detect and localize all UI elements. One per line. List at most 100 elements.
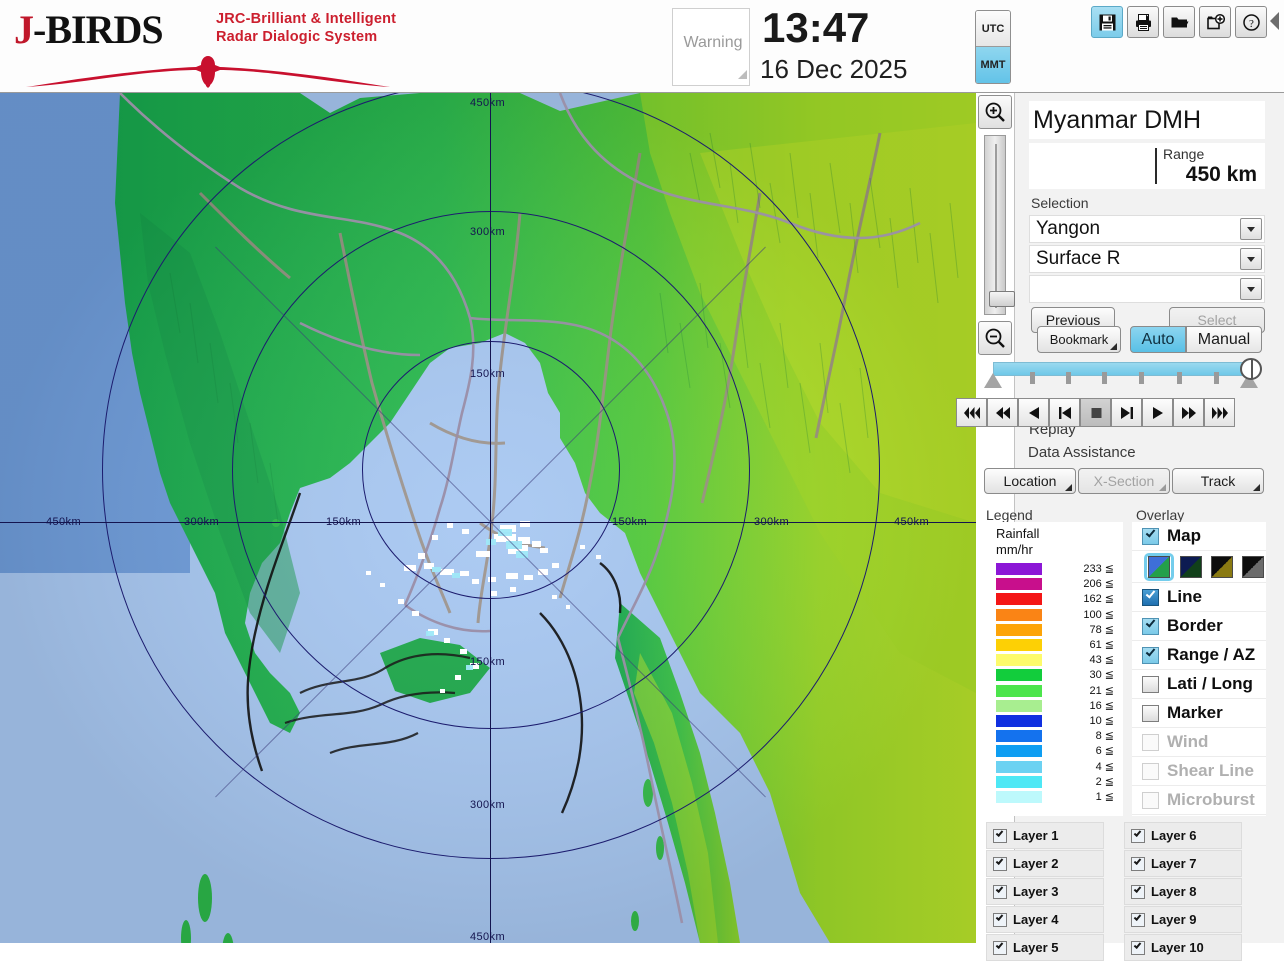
timezone-mmt-button[interactable]: MMT xyxy=(976,47,1010,83)
layer-item[interactable]: Layer 3 xyxy=(986,878,1104,905)
step-back-icon xyxy=(1058,406,1071,419)
warning-resize-corner-icon xyxy=(738,70,747,79)
layer-item[interactable]: Layer 9 xyxy=(1124,906,1242,933)
map-style-blue-green-swatch[interactable] xyxy=(1148,556,1170,578)
overlay-checkbox-range-az[interactable] xyxy=(1142,645,1159,664)
legend-value: 2 ≦ xyxy=(1095,775,1114,788)
layer-item[interactable]: Layer 7 xyxy=(1124,850,1242,877)
track-button[interactable]: Track xyxy=(1172,468,1264,494)
replay-manual-button[interactable]: Manual xyxy=(1186,326,1262,353)
overlay-item-line[interactable]: Line xyxy=(1132,583,1266,612)
layer-checkbox[interactable] xyxy=(993,856,1007,871)
bookmark-button-label: Bookmark xyxy=(1049,332,1109,347)
overlay-checkbox-microburst xyxy=(1142,791,1159,809)
layer-checkbox[interactable] xyxy=(1131,828,1145,843)
layer-label: Layer 5 xyxy=(1013,940,1059,955)
ring-label-top-450: 450km xyxy=(470,97,506,109)
print-button[interactable] xyxy=(1127,6,1159,38)
overlay-checkbox-map[interactable] xyxy=(1142,526,1159,545)
timezone-toggle-group[interactable]: UTC MMT xyxy=(975,10,1011,84)
overlay-checkbox-border[interactable] xyxy=(1142,616,1159,635)
replay-auto-button[interactable]: Auto xyxy=(1130,326,1186,353)
help-button[interactable]: ? xyxy=(1235,6,1267,38)
open-folder-icon xyxy=(1171,17,1188,27)
product-select[interactable]: Surface R xyxy=(1029,245,1265,273)
bookmark-button[interactable]: Bookmark xyxy=(1037,326,1121,353)
zoom-in-button[interactable] xyxy=(978,95,1012,129)
site-select[interactable]: Yangon xyxy=(1029,215,1265,243)
timeline-handle[interactable] xyxy=(1240,358,1262,380)
warning-button[interactable] xyxy=(672,8,750,86)
map-style-swatches[interactable] xyxy=(1132,551,1266,583)
map-zoom-control[interactable] xyxy=(978,95,1015,395)
range-ring-450km xyxy=(102,93,880,859)
layer-item[interactable]: Layer 6 xyxy=(1124,822,1242,849)
fast-forward-button[interactable] xyxy=(1173,398,1204,427)
stop-button[interactable] xyxy=(1080,398,1111,427)
legend-value: 43 ≦ xyxy=(1089,654,1114,667)
layer-checkbox[interactable] xyxy=(993,884,1007,899)
overlay-label: Lati / Long xyxy=(1167,674,1253,693)
save-button[interactable] xyxy=(1091,6,1123,38)
skip-end-button[interactable] xyxy=(1204,398,1235,427)
site-select-arrow-button[interactable] xyxy=(1240,218,1262,240)
ring-label-right-450: 450km xyxy=(894,516,930,528)
open-folder-button[interactable] xyxy=(1163,6,1195,38)
overlay-item-marker[interactable]: Marker xyxy=(1132,699,1266,728)
layer-checkbox[interactable] xyxy=(1131,912,1145,927)
layer-checkbox[interactable] xyxy=(993,912,1007,927)
ring-label-right-300: 300km xyxy=(754,516,790,528)
logo-wordmark: J-BIRDS xyxy=(14,6,164,53)
layer-checkbox[interactable] xyxy=(1131,884,1145,899)
step-forward-button[interactable] xyxy=(1111,398,1142,427)
overlay-item-wind: Wind xyxy=(1132,728,1266,757)
overlay-checkbox-marker[interactable] xyxy=(1142,704,1159,722)
add-image-button[interactable] xyxy=(1199,6,1231,38)
product-select-arrow-button[interactable] xyxy=(1240,248,1262,270)
panel-collapse-arrow-icon[interactable] xyxy=(1270,12,1279,30)
skip-start-button[interactable] xyxy=(956,398,987,427)
legend-color-swatch xyxy=(996,593,1042,606)
check-icon xyxy=(995,884,1004,893)
legend-title-line1: Rainfall xyxy=(996,526,1040,541)
extra-select-arrow-button[interactable] xyxy=(1240,278,1262,300)
radar-map[interactable]: 450km 300km 150km 150km 300km 450km 450k… xyxy=(0,93,976,943)
play-reverse-button[interactable] xyxy=(1018,398,1049,427)
layer-item[interactable]: Layer 10 xyxy=(1124,934,1242,961)
timezone-utc-button[interactable]: UTC xyxy=(976,11,1010,47)
map-style-navy-green-swatch[interactable] xyxy=(1180,556,1202,578)
overlay-item-map[interactable]: Map xyxy=(1132,522,1266,551)
overlay-label: Wind xyxy=(1167,732,1209,751)
layer-checkbox[interactable] xyxy=(993,828,1007,843)
overlay-item-lati-long[interactable]: Lati / Long xyxy=(1132,670,1266,699)
step-back-button[interactable] xyxy=(1049,398,1080,427)
ring-label-bottom-300: 300km xyxy=(470,799,506,811)
overlay-checkbox-line[interactable] xyxy=(1142,587,1159,606)
rewind-button[interactable] xyxy=(987,398,1018,427)
zoom-out-button[interactable] xyxy=(978,321,1012,355)
layer-item[interactable]: Layer 8 xyxy=(1124,878,1242,905)
logo-tagline-line2: Radar Dialogic System xyxy=(216,29,378,45)
location-button[interactable]: Location xyxy=(984,468,1076,494)
range-value: 450 km xyxy=(1185,163,1257,186)
zoom-slider-handle[interactable] xyxy=(989,291,1015,307)
layer-item[interactable]: Layer 5 xyxy=(986,934,1104,961)
layer-item[interactable]: Layer 2 xyxy=(986,850,1104,877)
layer-item[interactable]: Layer 4 xyxy=(986,906,1104,933)
transport-controls xyxy=(956,398,1256,428)
legend-color-swatch xyxy=(996,745,1042,758)
map-style-black-olive-swatch[interactable] xyxy=(1211,556,1233,578)
legend-title: Rainfall mm/hr xyxy=(996,526,1039,558)
layer-item[interactable]: Layer 1 xyxy=(986,822,1104,849)
legend-value: 233 ≦ xyxy=(1083,563,1114,575)
layer-checkbox[interactable] xyxy=(1131,856,1145,871)
overlay-item-range-az[interactable]: Range / AZ xyxy=(1132,641,1266,670)
zoom-slider-track[interactable] xyxy=(984,135,1015,315)
layer-label: Layer 2 xyxy=(1013,856,1059,871)
overlay-checkbox-lati-long[interactable] xyxy=(1142,675,1159,693)
dropdown-corner-icon xyxy=(1110,336,1117,350)
map-style-black-gray-swatch[interactable] xyxy=(1242,556,1264,578)
extra-select[interactable] xyxy=(1029,275,1265,303)
play-button[interactable] xyxy=(1142,398,1173,427)
overlay-item-border[interactable]: Border xyxy=(1132,612,1266,641)
